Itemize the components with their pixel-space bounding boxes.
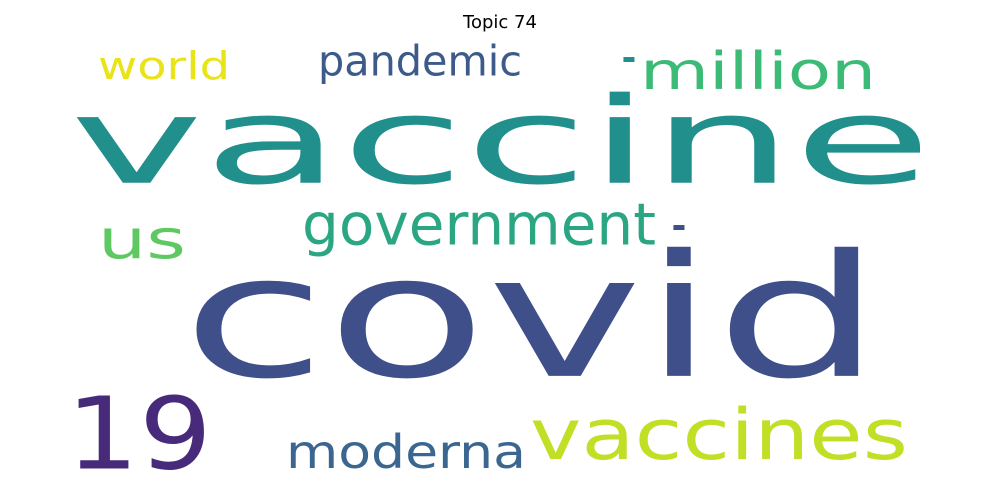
word-moderna: moderna [286, 426, 526, 480]
word-dot-top: . [612, 24, 646, 72]
word-million: million [640, 40, 876, 102]
chart-title: Topic 74 [463, 12, 537, 33]
word-vaccines: vaccines [530, 393, 908, 476]
word-government: government [302, 191, 656, 260]
word-19: 19 [66, 376, 212, 493]
word-us: us [98, 207, 186, 271]
word-world: world [98, 44, 230, 89]
word-dot-right: . [662, 192, 696, 240]
word-vaccine: vaccine [70, 72, 932, 212]
word-covid: covid [182, 217, 882, 417]
word-pandemic: pandemic [318, 36, 522, 86]
